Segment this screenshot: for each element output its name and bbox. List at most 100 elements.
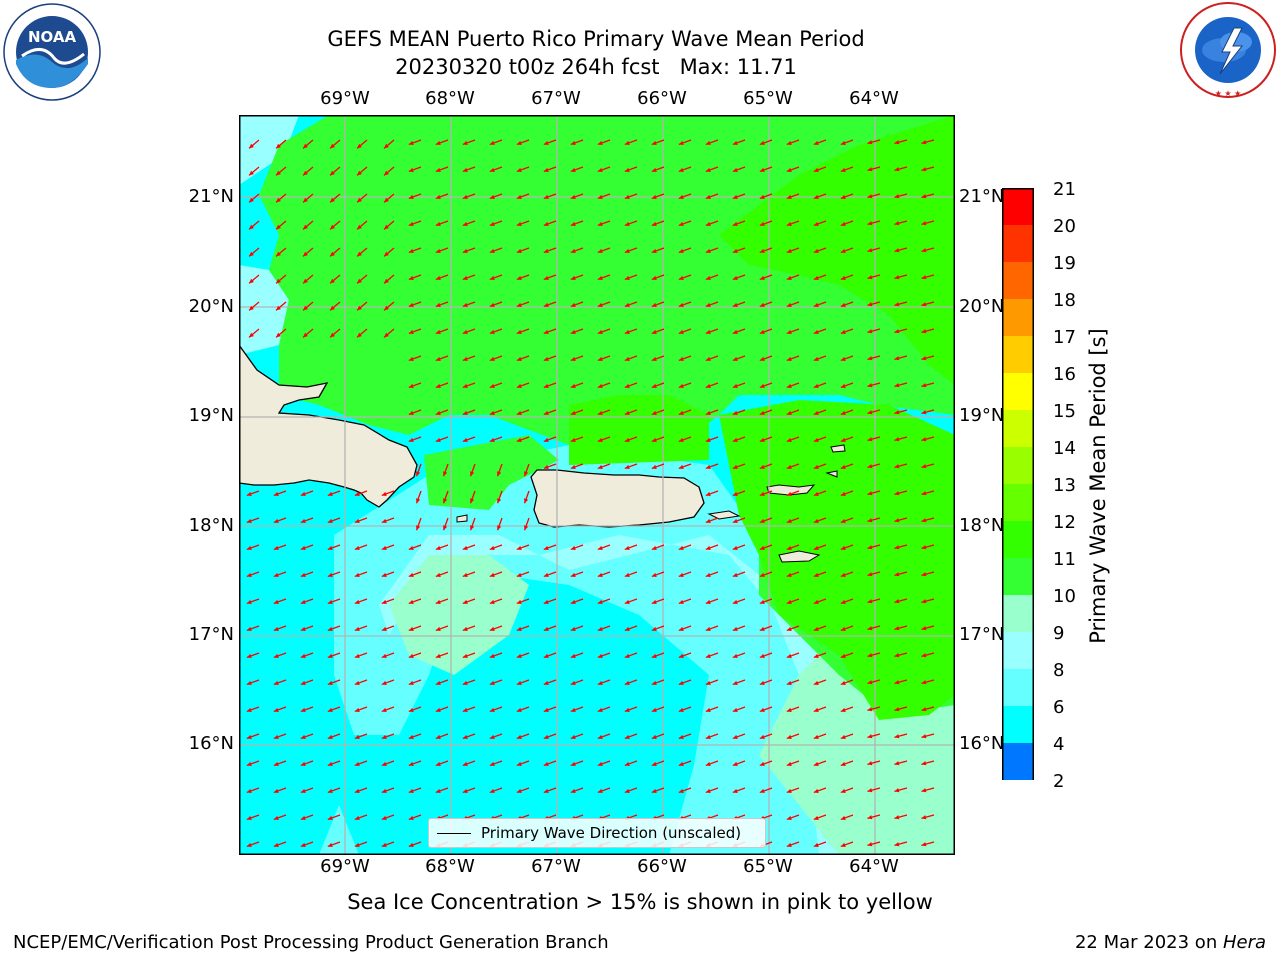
wave-direction-arrowhead — [570, 464, 576, 469]
lat-tick-left-6: 16°N — [188, 733, 234, 754]
wave-direction-arrowhead — [624, 734, 630, 739]
wave-direction-arrowhead — [840, 491, 846, 496]
wave-direction-arrowhead — [597, 329, 603, 334]
wave-direction-arrowhead — [921, 248, 927, 253]
wave-direction-arrowhead — [678, 788, 684, 793]
wave-direction-arrowhead — [381, 572, 387, 577]
colorbar-tick-14: 14 — [1053, 438, 1076, 459]
wave-direction-arrowhead — [273, 545, 279, 550]
wave-direction-arrowhead — [543, 680, 549, 685]
wave-direction-arrowhead — [303, 224, 308, 230]
wave-direction-arrowhead — [867, 437, 873, 442]
wave-direction-arrowhead — [300, 815, 306, 820]
wave-direction-arrowhead — [759, 680, 765, 685]
colorbar-segment — [1002, 632, 1034, 669]
map-legend: Primary Wave Direction (unscaled) — [428, 818, 766, 848]
wave-direction-arrowhead — [489, 572, 495, 577]
lat-tick-left-1: 21°N — [188, 186, 234, 207]
wave-direction-arrowhead — [327, 626, 333, 631]
wave-direction-arrowhead — [921, 356, 927, 361]
period-band-11-12-b — [424, 435, 559, 510]
wave-direction-arrowhead — [894, 842, 900, 847]
wave-direction-arrowhead — [786, 788, 792, 793]
wave-direction-arrowhead — [327, 842, 333, 847]
wave-direction-arrowhead — [435, 599, 441, 604]
wave-direction-arrowhead — [300, 761, 306, 766]
wave-direction-arrowhead — [273, 572, 279, 577]
wave-direction-arrowhead — [840, 734, 846, 739]
lat-tick-right-2: 20°N — [959, 296, 1005, 317]
wave-direction-arrowhead — [462, 140, 468, 145]
wave-direction-arrowhead — [408, 842, 414, 847]
wave-direction-arrowhead — [840, 599, 846, 604]
wave-direction-arrowhead — [354, 680, 360, 685]
wave-direction-arrowhead — [651, 653, 657, 658]
lat-tick-left-5: 17°N — [188, 624, 234, 645]
wave-direction-arrowhead — [408, 626, 414, 631]
wave-direction-arrowhead — [408, 221, 414, 226]
wave-direction-arrowhead — [624, 626, 630, 631]
wave-direction-arrowhead — [570, 545, 576, 550]
wave-direction-arrowhead — [840, 437, 846, 442]
wave-direction-arrowhead — [678, 275, 684, 280]
wave-direction-arrowhead — [330, 278, 335, 284]
wave-direction-arrowhead — [327, 518, 333, 523]
colorbar-segment — [1002, 669, 1034, 706]
wave-direction-arrowhead — [624, 410, 630, 415]
wave-direction-arrowhead — [678, 599, 684, 604]
wave-direction-arrowhead — [921, 221, 927, 226]
wave-direction-arrowhead — [330, 143, 335, 149]
wave-direction-arrowhead — [249, 143, 254, 149]
wave-direction-arrowhead — [651, 221, 657, 226]
wave-direction-arrowhead — [462, 788, 468, 793]
wave-direction-arrowhead — [516, 302, 522, 307]
wave-direction-arrowhead — [759, 545, 765, 550]
wave-direction-arrowhead — [276, 251, 281, 257]
wave-direction-arrowhead — [840, 194, 846, 199]
wave-direction-arrowhead — [516, 707, 522, 712]
wave-direction-arrowhead — [867, 653, 873, 658]
wave-direction-arrowhead — [408, 572, 414, 577]
wave-direction-arrowhead — [354, 572, 360, 577]
wave-direction-arrowhead — [462, 734, 468, 739]
wave-direction-arrowhead — [759, 572, 765, 577]
wave-direction-arrowhead — [408, 545, 414, 550]
wave-direction-arrowhead — [543, 194, 549, 199]
wave-direction-arrowhead — [624, 437, 630, 442]
wave-direction-arrowhead — [470, 525, 475, 531]
wave-direction-arrowhead — [246, 761, 252, 766]
wave-direction-arrowhead — [435, 572, 441, 577]
wave-direction-arrowhead — [357, 278, 362, 284]
wave-direction-arrowhead — [354, 518, 360, 523]
wave-direction-arrowhead — [705, 302, 711, 307]
wave-direction-arrowhead — [273, 599, 279, 604]
lat-tick-right-4: 18°N — [959, 515, 1005, 536]
wave-direction-arrowhead — [462, 194, 468, 199]
wave-direction-arrowhead — [597, 356, 603, 361]
wave-direction-arrowhead — [786, 140, 792, 145]
wave-direction-arrowhead — [489, 707, 495, 712]
wave-direction-arrowhead — [489, 680, 495, 685]
wave-direction-arrowhead — [597, 653, 603, 658]
wave-direction-arrowhead — [435, 653, 441, 658]
wave-direction-arrowhead — [651, 329, 657, 334]
wave-direction-arrowhead — [462, 356, 468, 361]
wave-direction-arrowhead — [543, 275, 549, 280]
wave-direction-arrowhead — [300, 572, 306, 577]
wave-direction-arrowhead — [408, 599, 414, 604]
wave-direction-arrowhead — [246, 788, 252, 793]
wave-direction-arrowhead — [516, 383, 522, 388]
wave-direction-arrowhead — [813, 221, 819, 226]
wave-direction-arrowhead — [524, 525, 529, 531]
wave-direction-arrowhead — [489, 221, 495, 226]
wave-direction-arrowhead — [705, 545, 711, 550]
wave-direction-arrowhead — [732, 194, 738, 199]
wave-direction-arrowhead — [597, 194, 603, 199]
colorbar-label: Primary Wave Mean Period [s] — [1086, 328, 1110, 644]
wave-direction-arrowhead — [705, 437, 711, 442]
wave-direction-arrowhead — [570, 302, 576, 307]
wave-direction-arrowhead — [759, 464, 765, 469]
wave-direction-arrowhead — [651, 383, 657, 388]
wave-direction-arrowhead — [357, 251, 362, 257]
wave-direction-arrowhead — [489, 734, 495, 739]
